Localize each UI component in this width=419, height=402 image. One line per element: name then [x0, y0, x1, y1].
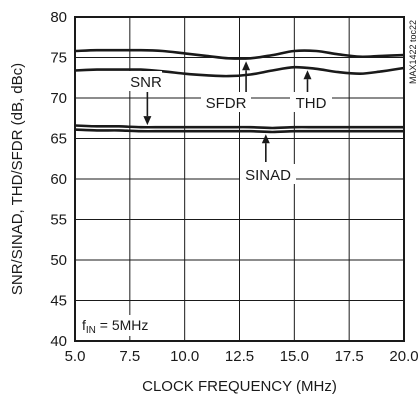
series-line-thd	[74, 65, 405, 78]
x-tick-label: 20.0	[389, 348, 418, 365]
sfdr-label-bg	[201, 92, 251, 112]
sfdr-arrow-head	[242, 61, 251, 71]
thd-arrow-head	[303, 70, 312, 80]
series-line-snr	[74, 124, 404, 130]
plot-frame	[74, 16, 405, 342]
x-tick-label: 7.5	[119, 348, 140, 365]
sinad-label-bg	[240, 164, 296, 184]
x-tick-labels: 5.0 7.5 10.0 12.5 15.0 17.5 20.0	[65, 348, 419, 365]
x-tick-label: 12.5	[225, 348, 254, 365]
snr-label: SNR	[130, 74, 162, 91]
snr-label-bg	[124, 71, 162, 91]
series-lines	[74, 48, 405, 134]
series-line-sfdr	[74, 48, 405, 60]
series-line-sinad	[74, 128, 404, 134]
x-tick-label: 17.5	[335, 348, 364, 365]
x-tick-label: 5.0	[65, 348, 86, 365]
x-tick-label: 15.0	[280, 348, 309, 365]
y-tick-label: 40	[50, 333, 67, 350]
y-tick-label: 45	[50, 293, 67, 310]
fin-label: fIN = 5MHz	[82, 317, 148, 336]
thd-label: THD	[296, 95, 327, 112]
y-tick-label: 65	[50, 131, 67, 148]
y-tick-label: 60	[50, 171, 67, 188]
fin-suffix: = 5MHz	[96, 317, 149, 333]
figure-code: MAX1422 toc22	[408, 20, 418, 84]
x-tick-label: 10.0	[170, 348, 199, 365]
y-axis-title: SNR/SINAD, THD/SFDR (dB, dBc)	[9, 63, 26, 295]
y-tick-label: 50	[50, 252, 67, 269]
thd-label-bg	[290, 92, 332, 112]
gridlines	[74, 16, 405, 342]
fin-label-bg	[78, 315, 164, 336]
fin-subscript: IN	[86, 325, 96, 336]
fin-prefix: f	[82, 317, 86, 333]
sinad-label: SINAD	[245, 167, 291, 184]
sinad-arrow-head	[261, 134, 270, 144]
snr-arrow-head	[143, 116, 152, 126]
y-tick-label: 70	[50, 90, 67, 107]
y-tick-label: 55	[50, 212, 67, 229]
sfdr-label: SFDR	[206, 95, 247, 112]
y-tick-label: 80	[50, 9, 67, 26]
x-axis-title: CLOCK FREQUENCY (MHz)	[142, 378, 337, 395]
y-tick-labels: 40 45 50 55 60 65 70 75 80	[50, 9, 67, 350]
annotations: SNR SFDR THD SINAD fIN = 5MHz MAX1422 to…	[78, 20, 418, 336]
y-tick-label: 75	[50, 50, 67, 67]
